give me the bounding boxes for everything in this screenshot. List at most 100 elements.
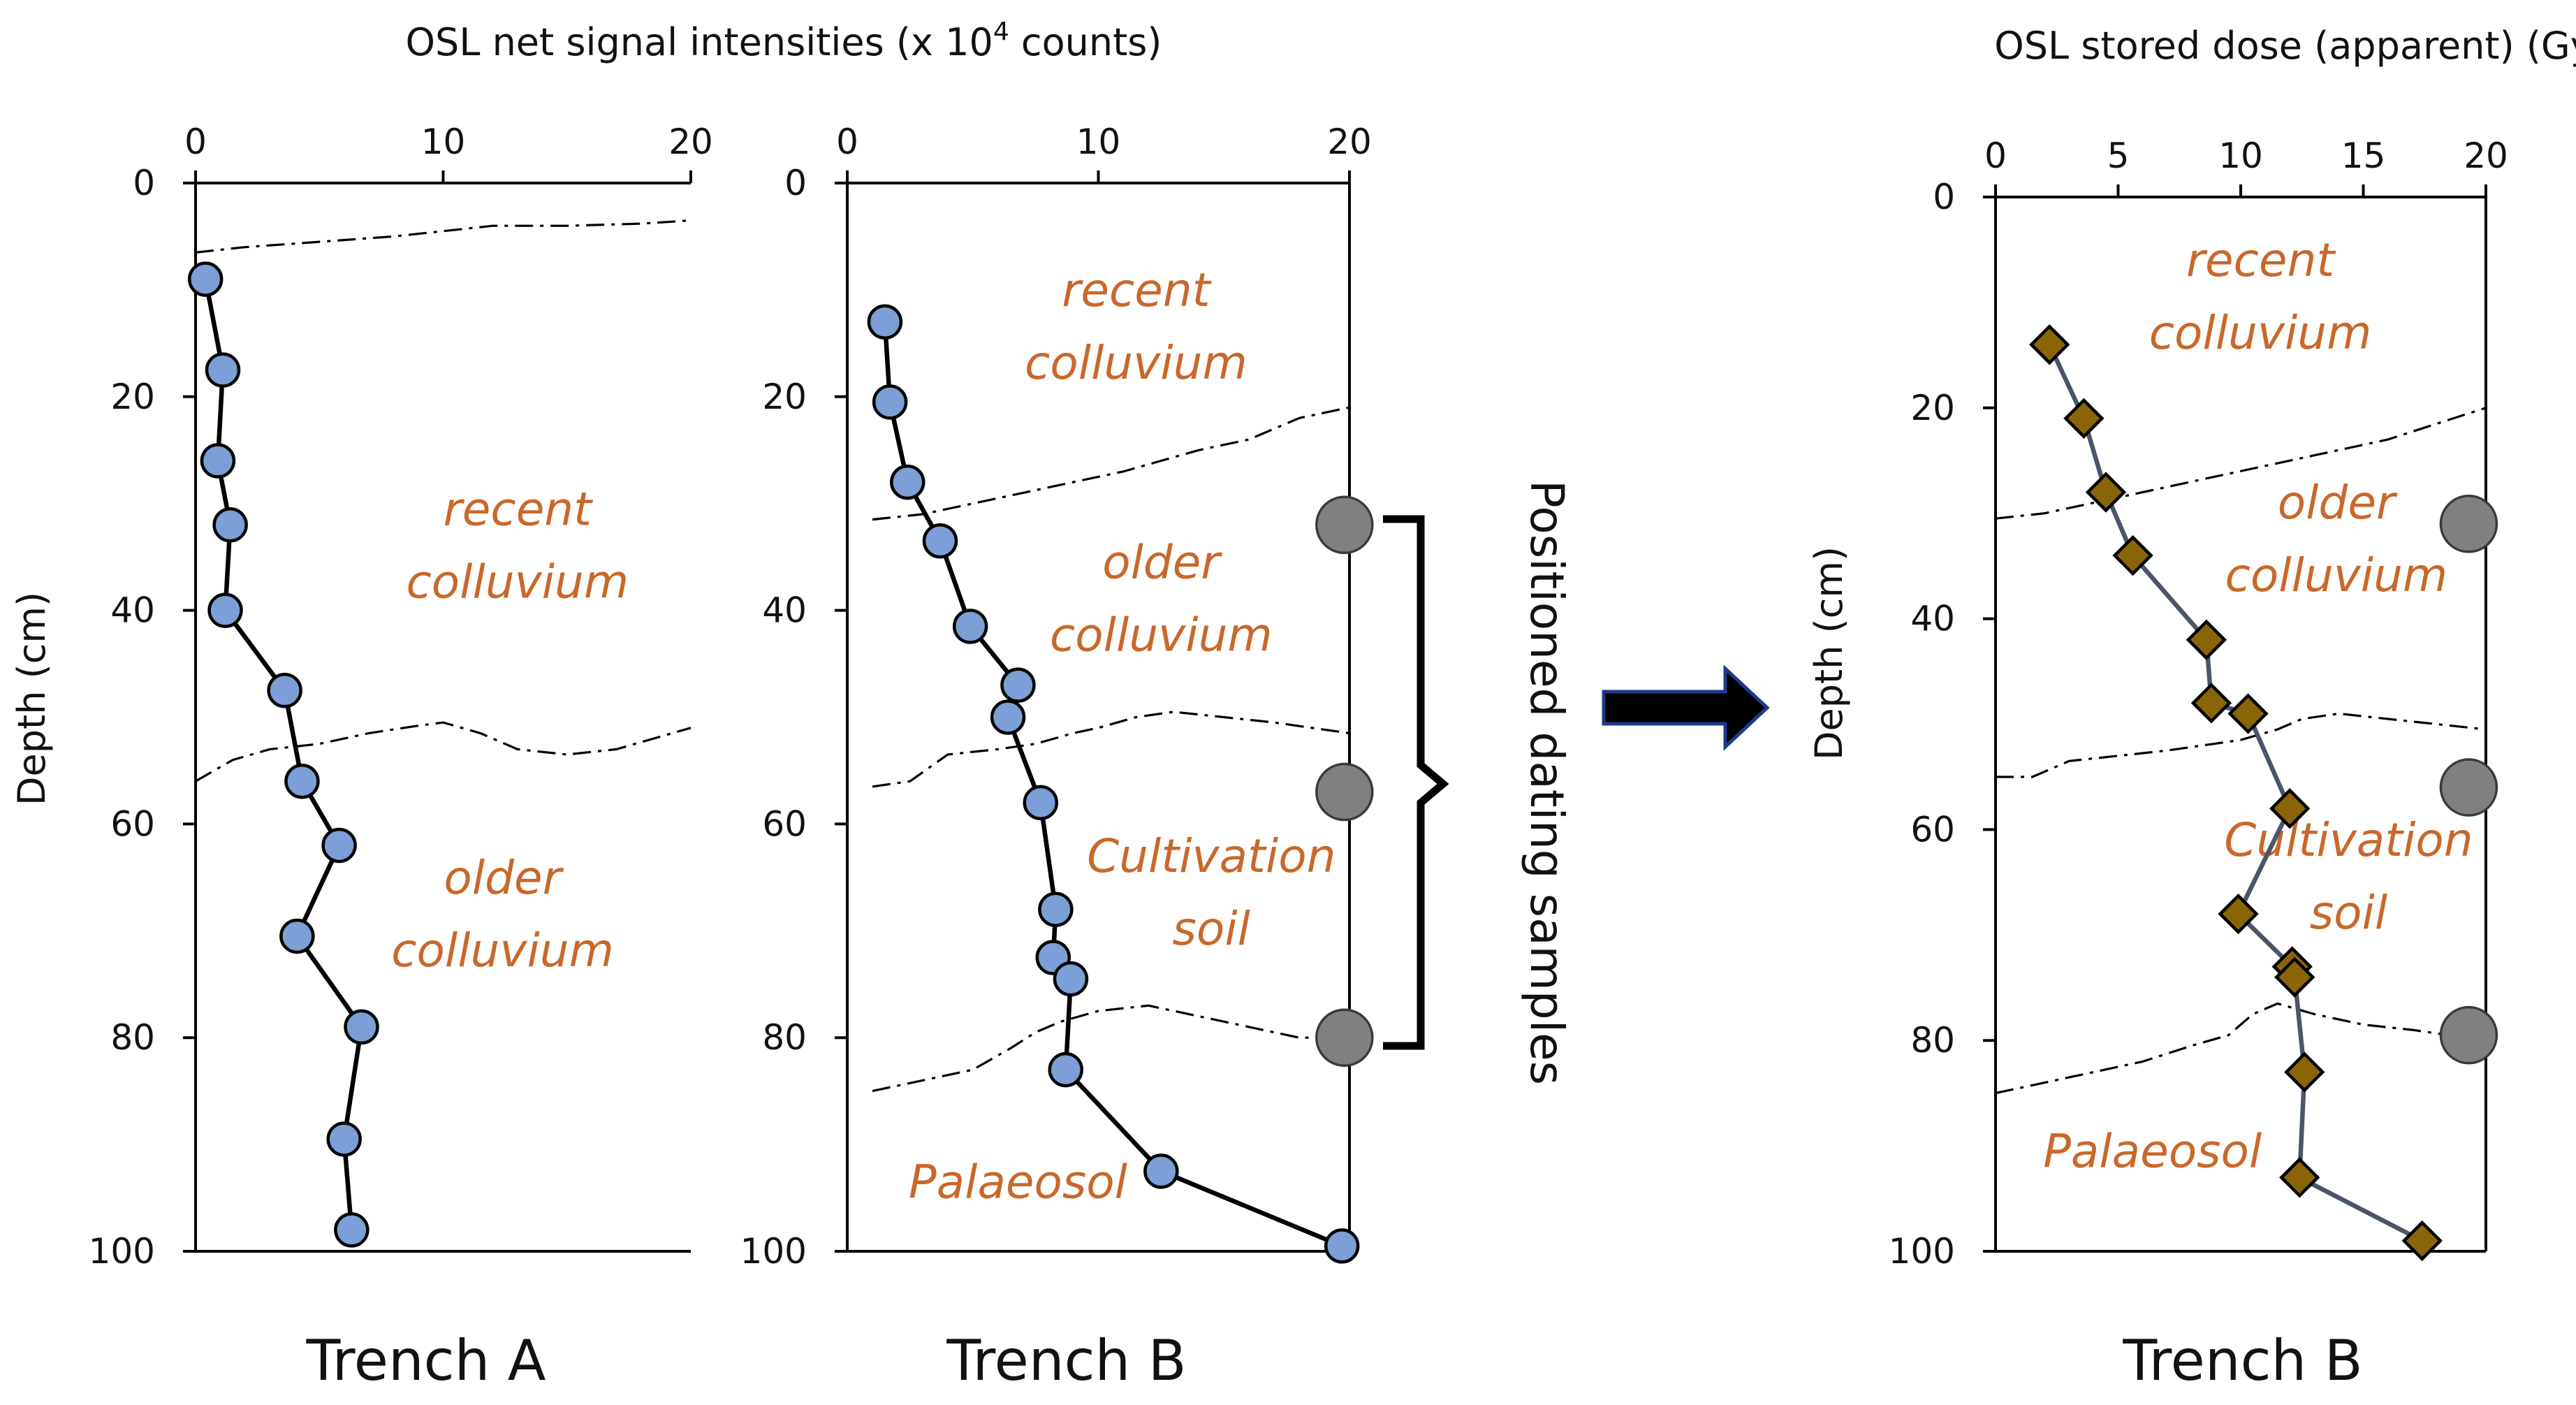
data-point [1000, 667, 1036, 703]
zone-label-line: colluvium [2225, 548, 2448, 602]
panel-title: Trench A [305, 1328, 546, 1393]
data-point [890, 464, 925, 500]
y-tick-label: 40 [762, 590, 807, 631]
x-tick-label: 10 [421, 122, 466, 162]
x-tick-label: 5 [2107, 136, 2130, 176]
positioned-samples-bracket: Positioned dating samples [1383, 480, 1574, 1085]
data-point [2218, 893, 2259, 935]
zone-label: older colluvium [391, 851, 614, 977]
data-point [867, 304, 903, 340]
data-point [1023, 785, 1059, 821]
y-tick-label: 20 [110, 377, 155, 417]
y-tick-label: 0 [1933, 177, 1955, 217]
data-point [1053, 961, 1089, 997]
x-tick-label: 0 [184, 122, 207, 162]
zone-label-line: soil [2310, 886, 2388, 940]
x-tick-label: 20 [2464, 136, 2508, 176]
data-point [279, 918, 315, 954]
x-tick-label: 10 [1076, 122, 1121, 162]
data-point [1143, 1153, 1179, 1189]
y-tick-label: 40 [1910, 599, 1955, 639]
data-point [284, 763, 320, 799]
y-tick-label: 0 [133, 163, 155, 203]
y-axis-title-right: Depth (cm) [1807, 546, 1851, 760]
data-point [267, 673, 302, 708]
zone-label: recent colluvium [2149, 233, 2372, 360]
panel-trenchB1: 0 10 20 0 20 40 60 80 100 recent colluvium older col… [740, 122, 1374, 1393]
y-tick-label: 60 [1910, 809, 1955, 850]
zone-label-line: Palaeosol [2043, 1124, 2262, 1178]
data-point [2284, 1051, 2325, 1093]
zone-label-line: colluvium [2149, 306, 2372, 360]
zone-label: Cultivation soil [1087, 829, 1335, 956]
data-point [1038, 891, 1074, 927]
data-point [2274, 956, 2315, 998]
zone-label-line: recent [1062, 263, 1211, 317]
zone-label-line: Cultivation [2224, 813, 2473, 867]
data-point [2401, 1220, 2443, 1262]
data-point [872, 384, 908, 420]
data-point [2063, 398, 2105, 439]
zone-label-line: older [2278, 476, 2398, 530]
unit-boundary-line [872, 1004, 1349, 1093]
data-point [2269, 788, 2311, 829]
data-point [212, 507, 248, 543]
unit-boundary-line [195, 721, 691, 782]
data-point [2085, 472, 2127, 513]
zone-label-line: soil [1173, 902, 1251, 956]
y-tick-label: 100 [1889, 1231, 1955, 1272]
panel-title: Trench B [946, 1328, 1186, 1393]
unit-boundary-line [1995, 1002, 2487, 1095]
y-axis-title-left: Depth (cm) [10, 592, 54, 806]
data-point [207, 592, 243, 628]
zone-label-line: recent [2186, 233, 2336, 287]
zone-label: Palaeosol [2043, 1124, 2262, 1178]
dating-sample-marker [1315, 762, 1374, 822]
zone-label: recent colluvium [406, 482, 629, 609]
unit-boundary-line [872, 711, 1350, 788]
dating-sample-marker [2439, 1005, 2498, 1065]
data-point [2190, 683, 2232, 724]
data-point [1048, 1051, 1084, 1088]
y-tick-label: 0 [784, 163, 807, 203]
x-tick-label: 15 [2341, 136, 2386, 176]
x-tick-label: 10 [2218, 136, 2263, 176]
y-tick-label: 100 [740, 1231, 807, 1272]
x-axis-title-dose: OSL stored dose (apparent) (Gy) [1994, 24, 2576, 68]
unit-boundary-line [1996, 712, 2487, 778]
data-point [952, 609, 988, 644]
y-tick-label: 60 [762, 803, 807, 844]
x-tick-label: 0 [1984, 136, 2007, 176]
y-tick-label: 60 [110, 803, 155, 844]
zone-label-line: Cultivation [1087, 829, 1335, 883]
zone-label-line: colluvium [1025, 336, 1247, 390]
data-point [2186, 619, 2227, 660]
data-point [334, 1212, 369, 1248]
x-tick-label: 20 [1327, 122, 1372, 162]
zone-label-line: colluvium [406, 555, 629, 609]
zone-label-line: older [444, 851, 564, 905]
dating-sample-marker [2439, 495, 2498, 553]
y-tick-label: 80 [762, 1017, 807, 1058]
data-point [1324, 1228, 1360, 1264]
data-point [344, 1009, 379, 1045]
y-tick-label: 20 [1910, 388, 1955, 428]
x-tick-label: 20 [668, 122, 713, 162]
data-point [2227, 693, 2269, 734]
data-point [922, 523, 958, 559]
data-point [2279, 1157, 2320, 1198]
curly-bracket [1383, 515, 1449, 1050]
unit-boundary-line [195, 219, 691, 254]
panel-trenchA: 0 10 20 0 20 40 60 80 100 recent colluvium older col… [89, 122, 713, 1393]
y-tick-label: 20 [762, 377, 807, 417]
zone-label-line: recent [444, 482, 593, 536]
zone-label-line: colluvium [391, 924, 614, 977]
zone-label-line: Palaeosol [909, 1156, 1128, 1209]
zone-label: older colluvium [1050, 536, 1273, 662]
y-tick-label: 40 [110, 590, 155, 631]
zone-label: Palaeosol [909, 1156, 1128, 1209]
dating-sample-marker [1315, 1008, 1374, 1067]
